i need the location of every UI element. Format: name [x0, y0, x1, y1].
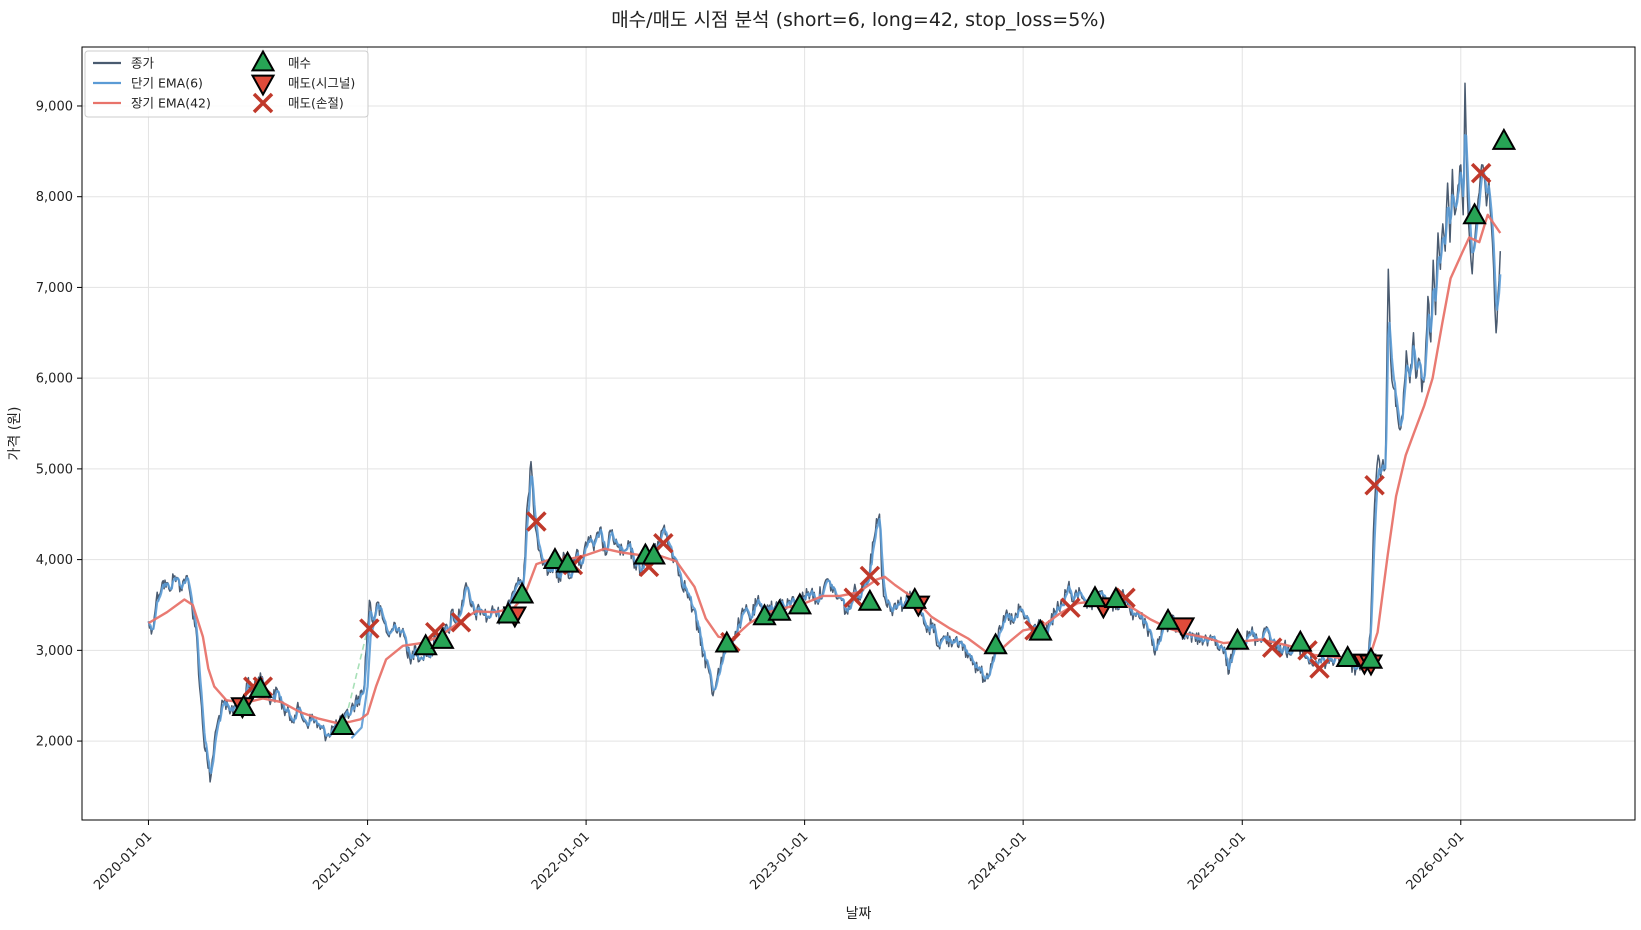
legend-swatch-sell-stop — [252, 92, 274, 114]
chart-title: 매수/매도 시점 분석 (short=6, long=42, stop_loss… — [611, 9, 1106, 31]
sell-stop-stroke — [252, 92, 274, 114]
x-axis-label: 날짜 — [846, 906, 872, 922]
buy-marker — [714, 630, 739, 653]
sell-stop-stroke — [526, 511, 547, 532]
sell-stop-marker — [843, 587, 864, 608]
buy-marker — [1335, 645, 1360, 667]
buy-marker — [413, 633, 438, 656]
buy-marker — [430, 626, 455, 649]
sell-stop-marker — [1309, 658, 1330, 679]
sell-stop-stroke — [1261, 637, 1283, 658]
axes-frame — [81, 46, 1636, 821]
y-axis-label: 가격 (원) — [7, 406, 23, 460]
close-price-line — [147, 82, 1502, 783]
buy-marker — [1462, 202, 1487, 225]
buy-marker — [1358, 646, 1384, 669]
buy-marker — [555, 550, 580, 573]
sell-stop-marker — [1364, 474, 1385, 496]
buy-marker — [1155, 607, 1181, 630]
x-tick-label: 2022-01-01 — [529, 829, 593, 893]
y-tick-label: 7,000 — [36, 281, 73, 296]
legend-swatch-buy — [250, 49, 276, 72]
x-tick-label: 2025-01-01 — [1185, 829, 1249, 893]
legend-swatch-sell-signal — [250, 74, 276, 97]
sell-stop-marker — [1261, 637, 1283, 658]
sell-stop-marker — [1060, 597, 1081, 618]
sell-stop-stroke — [450, 611, 472, 633]
grid-lines — [82, 47, 1635, 820]
buy-marker — [330, 713, 355, 736]
y-tick-label: 6,000 — [36, 372, 73, 387]
buy-marker — [787, 592, 813, 615]
sell-stop-stroke — [1060, 597, 1081, 618]
sell-stop-stroke — [1470, 162, 1492, 184]
sell-stop-marker — [450, 611, 472, 633]
legend-label-sell_stop: 매도(손절) — [288, 96, 344, 111]
legend-label-sell_signal: 매도(시그널) — [288, 76, 355, 91]
y-tick-label: 2,000 — [36, 735, 73, 750]
y-tick-label: 5,000 — [36, 462, 73, 477]
legend-label-buy: 매수 — [288, 56, 311, 71]
axis-ticks: 2,000 3,000 4,000 5,000 6,000 7,000 8,000 9,000… — [36, 99, 1468, 893]
sell-stop-marker — [859, 565, 881, 587]
legend-label-ema_long: 장기 EMA(42) — [131, 96, 211, 111]
buy-marker — [857, 588, 883, 611]
sell-stop-stroke — [1309, 658, 1330, 679]
legend-label-ema_short: 단기 EMA(6) — [131, 76, 203, 91]
buy-marker — [1288, 629, 1313, 652]
buy-marker — [902, 586, 927, 609]
sell-stop-stroke — [1364, 474, 1385, 496]
sell-stop-marker — [359, 618, 380, 639]
sell-stop-marker — [526, 511, 547, 532]
buy-marker — [231, 694, 256, 716]
y-tick-label: 8,000 — [36, 190, 73, 205]
buy-marker — [767, 598, 792, 621]
buy-marker — [1225, 627, 1250, 650]
y-tick-label: 4,000 — [36, 553, 73, 568]
legend-box — [84, 50, 369, 118]
buy-marker — [983, 632, 1008, 655]
y-tick-label: 9,000 — [36, 99, 73, 114]
buy-marker — [1103, 586, 1129, 609]
sell-stop-stroke — [843, 587, 864, 608]
plot-area — [147, 82, 1517, 783]
sell-stop-stroke — [359, 618, 380, 639]
buy-marker — [1491, 127, 1517, 150]
buy-marker — [641, 542, 666, 565]
buy-marker — [1082, 585, 1108, 608]
buy-sell-connector — [342, 626, 369, 728]
buy-marker — [1028, 618, 1053, 641]
x-tick-label: 2026-01-01 — [1404, 829, 1468, 893]
legend-label-close: 종가 — [131, 56, 155, 71]
sell-stop-stroke — [424, 621, 446, 643]
buy-marker — [509, 581, 535, 604]
sell-stop-stroke — [859, 565, 881, 587]
x-tick-label: 2020-01-01 — [91, 829, 155, 893]
y-tick-label: 3,000 — [36, 644, 73, 659]
x-tick-label: 2023-01-01 — [747, 829, 811, 893]
sell-stop-marker — [1470, 162, 1492, 184]
buy-marker — [1316, 635, 1342, 658]
x-tick-label: 2021-01-01 — [310, 829, 374, 893]
buy-marker — [496, 601, 521, 624]
buy-marker — [542, 547, 568, 570]
ema-short-line — [147, 134, 1502, 774]
x-tick-label: 2024-01-01 — [966, 829, 1030, 893]
buy-marker — [248, 675, 273, 698]
